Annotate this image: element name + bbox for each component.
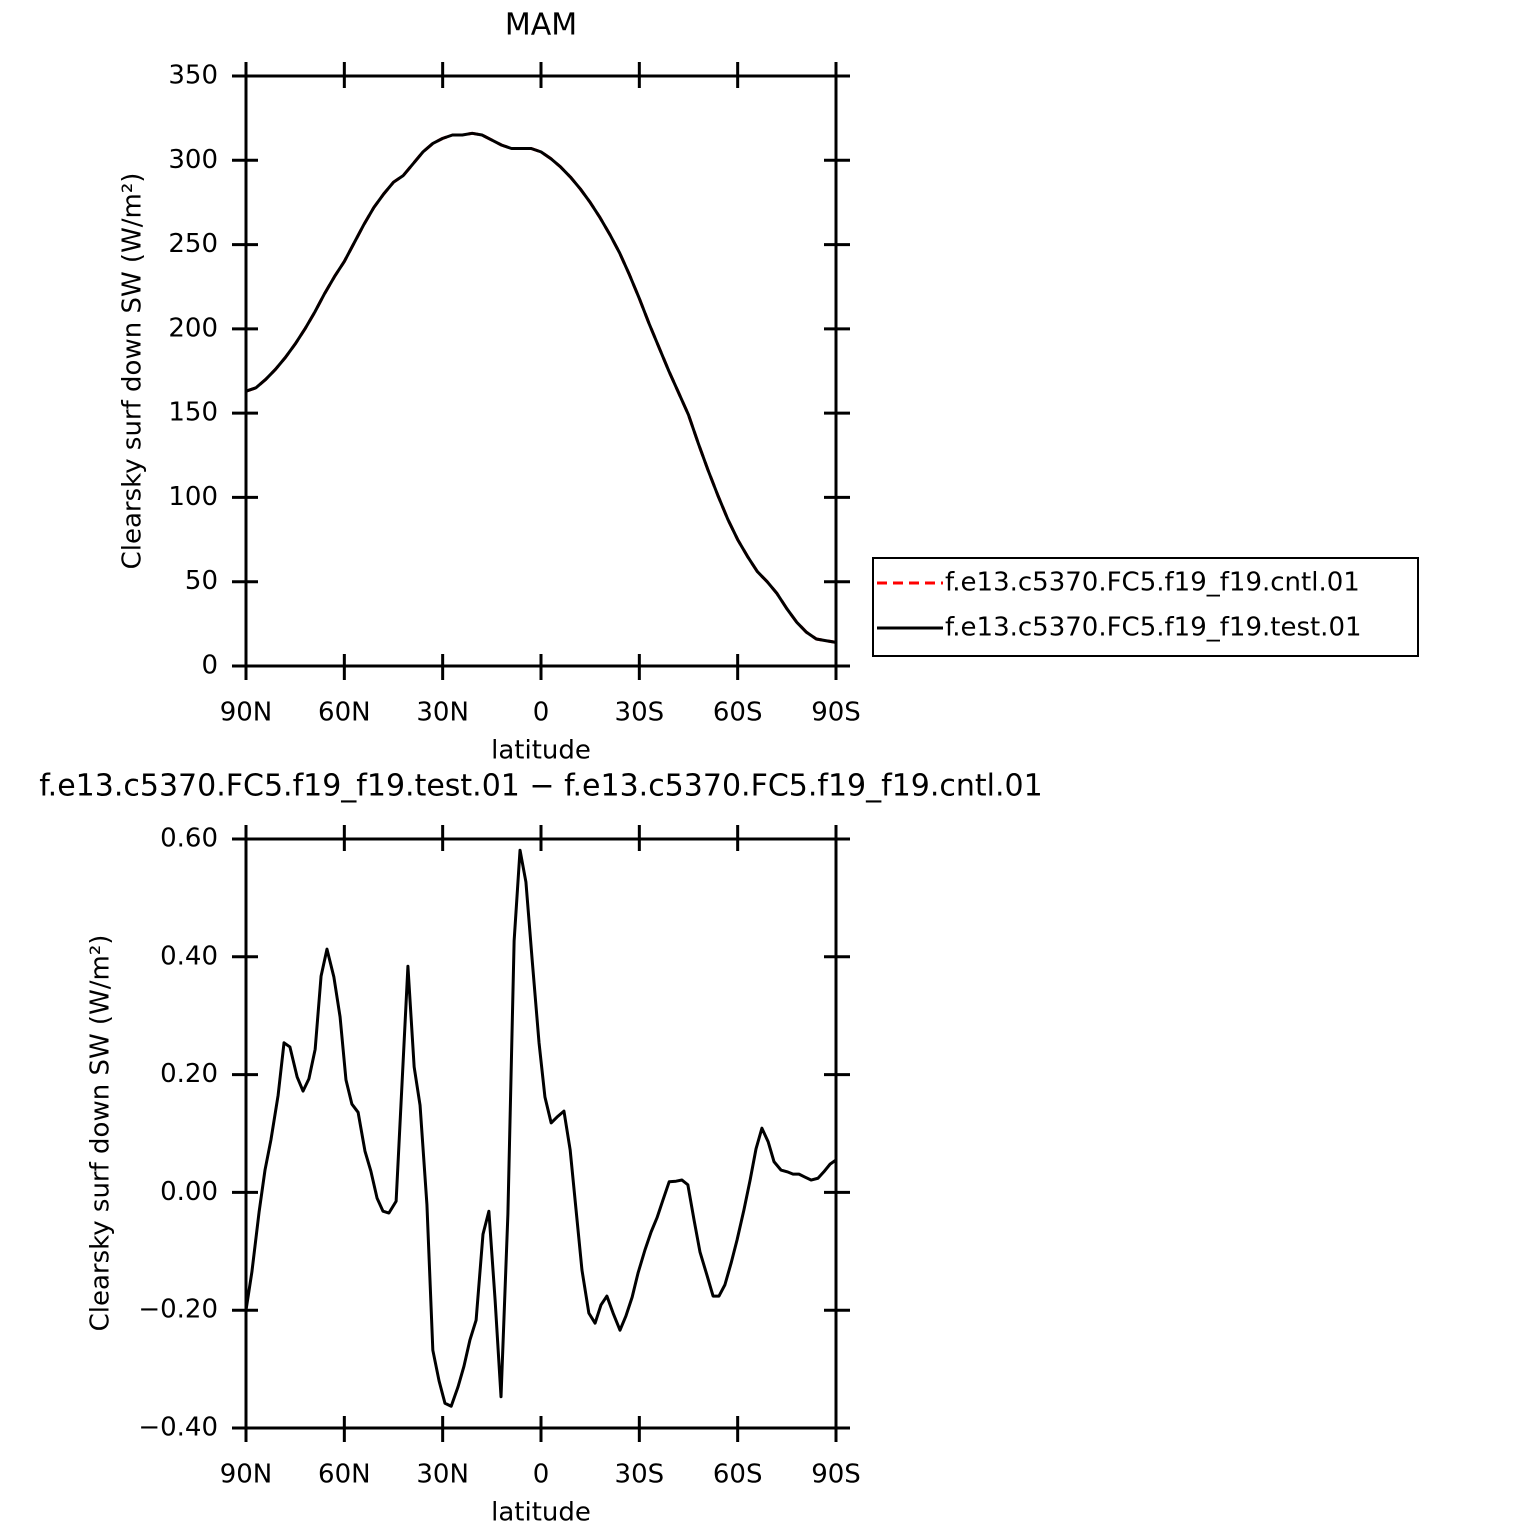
x-axis-label: latitude xyxy=(491,736,591,766)
x-tick-label: 60S xyxy=(713,1460,763,1490)
y-tick-label: 0.60 xyxy=(160,824,218,854)
data-line xyxy=(244,848,837,1408)
x-tick-label: 30S xyxy=(615,1460,665,1490)
y-tick-label: 0.20 xyxy=(160,1059,218,1089)
x-tick-label: 30S xyxy=(615,698,665,728)
data-line xyxy=(245,131,837,644)
x-tick-label: 60S xyxy=(713,698,763,728)
x-tick-label: 60N xyxy=(318,698,371,728)
chart-title: f.e13.c5370.FC5.f19_f19.test.01 − f.e13.… xyxy=(39,769,1042,804)
x-tick-label: 60N xyxy=(318,1460,371,1490)
x-tick-label: 0 xyxy=(533,1460,550,1490)
y-tick-label: −0.40 xyxy=(138,1413,218,1443)
legend-label: f.e13.c5370.FC5.f19_f19.cntl.01 xyxy=(945,568,1360,598)
x-tick-label: 90S xyxy=(811,1460,861,1490)
y-tick-label: 0.40 xyxy=(160,941,218,971)
y-tick-label: 50 xyxy=(185,566,218,596)
x-tick-label: 90N xyxy=(220,698,273,728)
x-axis-label: latitude xyxy=(491,1498,591,1528)
x-tick-label: 90N xyxy=(220,1460,273,1490)
x-tick-label: 0 xyxy=(533,698,550,728)
y-tick-label: −0.20 xyxy=(138,1295,218,1325)
y-tick-label: 0 xyxy=(201,651,218,681)
y-tick-label: 350 xyxy=(168,61,218,91)
y-axis-label: Clearsky surf down SW (W/m²) xyxy=(118,173,148,570)
y-tick-label: 0.00 xyxy=(160,1177,218,1207)
y-axis-label: Clearsky surf down SW (W/m²) xyxy=(86,935,116,1332)
y-tick-label: 200 xyxy=(168,313,218,343)
legend-box xyxy=(872,557,1419,657)
plot-frame xyxy=(244,74,838,668)
y-tick-label: 100 xyxy=(168,482,218,512)
y-tick-label: 250 xyxy=(168,229,218,259)
legend-label: f.e13.c5370.FC5.f19_f19.test.01 xyxy=(945,613,1362,643)
chart-title: MAM xyxy=(505,8,577,43)
x-tick-label: 90S xyxy=(811,698,861,728)
x-tick-label: 30N xyxy=(416,1460,469,1490)
plot-frame xyxy=(244,837,838,1430)
y-tick-label: 150 xyxy=(168,398,218,428)
y-tick-label: 300 xyxy=(168,145,218,175)
x-tick-label: 30N xyxy=(416,698,469,728)
data-line xyxy=(245,131,837,644)
